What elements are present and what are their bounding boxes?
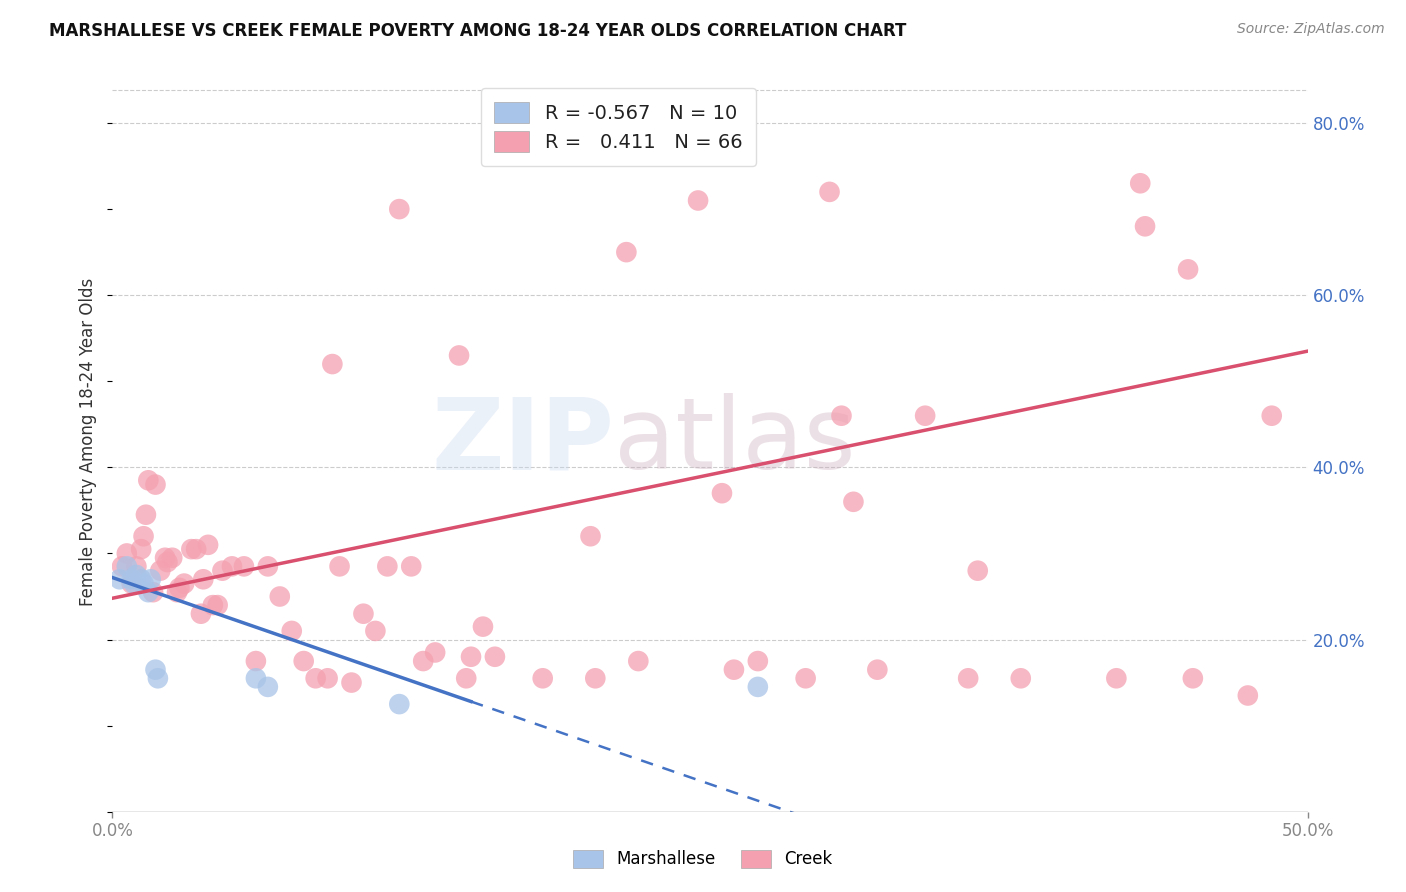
Point: [352, 607, 374, 621]
Point: [139, 572, 162, 586]
Point: [145, 477, 167, 491]
Point: [193, 572, 215, 586]
Point: [190, 607, 212, 621]
Point: [583, 671, 606, 685]
Point: [233, 559, 256, 574]
Point: [316, 671, 339, 685]
Point: [186, 542, 208, 557]
Point: [292, 654, 315, 668]
Point: [129, 542, 152, 557]
Point: [364, 624, 387, 638]
Point: [1177, 262, 1199, 277]
Legend: Marshallese, Creek: Marshallese, Creek: [565, 841, 841, 877]
Point: [794, 671, 817, 685]
Point: [723, 663, 745, 677]
Point: [329, 559, 352, 574]
Point: [340, 675, 363, 690]
Point: [305, 671, 328, 685]
Point: [627, 654, 650, 668]
Point: [149, 564, 172, 578]
Point: [115, 546, 138, 560]
Point: [484, 649, 506, 664]
Point: [1261, 409, 1284, 423]
Point: [132, 529, 155, 543]
Point: [115, 559, 138, 574]
Point: [456, 671, 478, 685]
Point: [135, 508, 157, 522]
Point: [579, 529, 602, 543]
Point: [957, 671, 980, 685]
Point: [142, 585, 165, 599]
Point: [388, 202, 411, 216]
Point: [121, 572, 143, 586]
Point: [1010, 671, 1032, 685]
Point: [201, 598, 224, 612]
Text: Source: ZipAtlas.com: Source: ZipAtlas.com: [1237, 22, 1385, 37]
Point: [688, 194, 710, 208]
Point: [747, 654, 769, 668]
Point: [257, 680, 280, 694]
Point: [122, 576, 145, 591]
Point: [129, 572, 152, 586]
Point: [132, 576, 155, 591]
Point: [616, 245, 638, 260]
Point: [211, 564, 233, 578]
Point: [125, 568, 148, 582]
Point: [914, 409, 936, 423]
Point: [401, 559, 423, 574]
Point: [197, 538, 219, 552]
Point: [388, 697, 411, 711]
Point: [138, 473, 160, 487]
Point: [281, 624, 304, 638]
Point: [245, 654, 267, 668]
Point: [747, 680, 769, 694]
Text: MARSHALLESE VS CREEK FEMALE POVERTY AMONG 18-24 YEAR OLDS CORRELATION CHART: MARSHALLESE VS CREEK FEMALE POVERTY AMON…: [49, 22, 907, 40]
Point: [1105, 671, 1128, 685]
Point: [425, 645, 447, 659]
Point: [711, 486, 734, 500]
Point: [146, 671, 169, 685]
Text: atlas: atlas: [614, 393, 856, 490]
Point: [180, 542, 202, 557]
Point: [166, 585, 188, 599]
Point: [153, 550, 176, 565]
Text: ZIP: ZIP: [432, 393, 614, 490]
Point: [245, 671, 267, 685]
Point: [460, 649, 482, 664]
Point: [1181, 671, 1204, 685]
Point: [472, 619, 495, 633]
Point: [269, 590, 291, 604]
Legend: R = -0.567   N = 10, R =   0.411   N = 66: R = -0.567 N = 10, R = 0.411 N = 66: [481, 88, 756, 166]
Point: [531, 671, 554, 685]
Point: [207, 598, 229, 612]
Point: [1133, 219, 1156, 234]
Point: [173, 576, 195, 591]
Point: [111, 559, 134, 574]
Point: [221, 559, 243, 574]
Point: [377, 559, 399, 574]
Point: [1129, 176, 1152, 190]
Point: [169, 581, 191, 595]
Point: [966, 564, 988, 578]
Point: [125, 559, 148, 574]
Point: [447, 348, 470, 362]
Point: [831, 409, 853, 423]
Y-axis label: Female Poverty Among 18-24 Year Olds: Female Poverty Among 18-24 Year Olds: [79, 277, 97, 606]
Point: [1237, 689, 1260, 703]
Point: [818, 185, 841, 199]
Point: [321, 357, 343, 371]
Point: [156, 555, 179, 569]
Point: [412, 654, 434, 668]
Point: [108, 572, 131, 586]
Point: [145, 663, 167, 677]
Point: [257, 559, 280, 574]
Point: [162, 550, 183, 565]
Point: [121, 576, 143, 591]
Point: [138, 585, 160, 599]
Point: [842, 495, 865, 509]
Point: [866, 663, 889, 677]
